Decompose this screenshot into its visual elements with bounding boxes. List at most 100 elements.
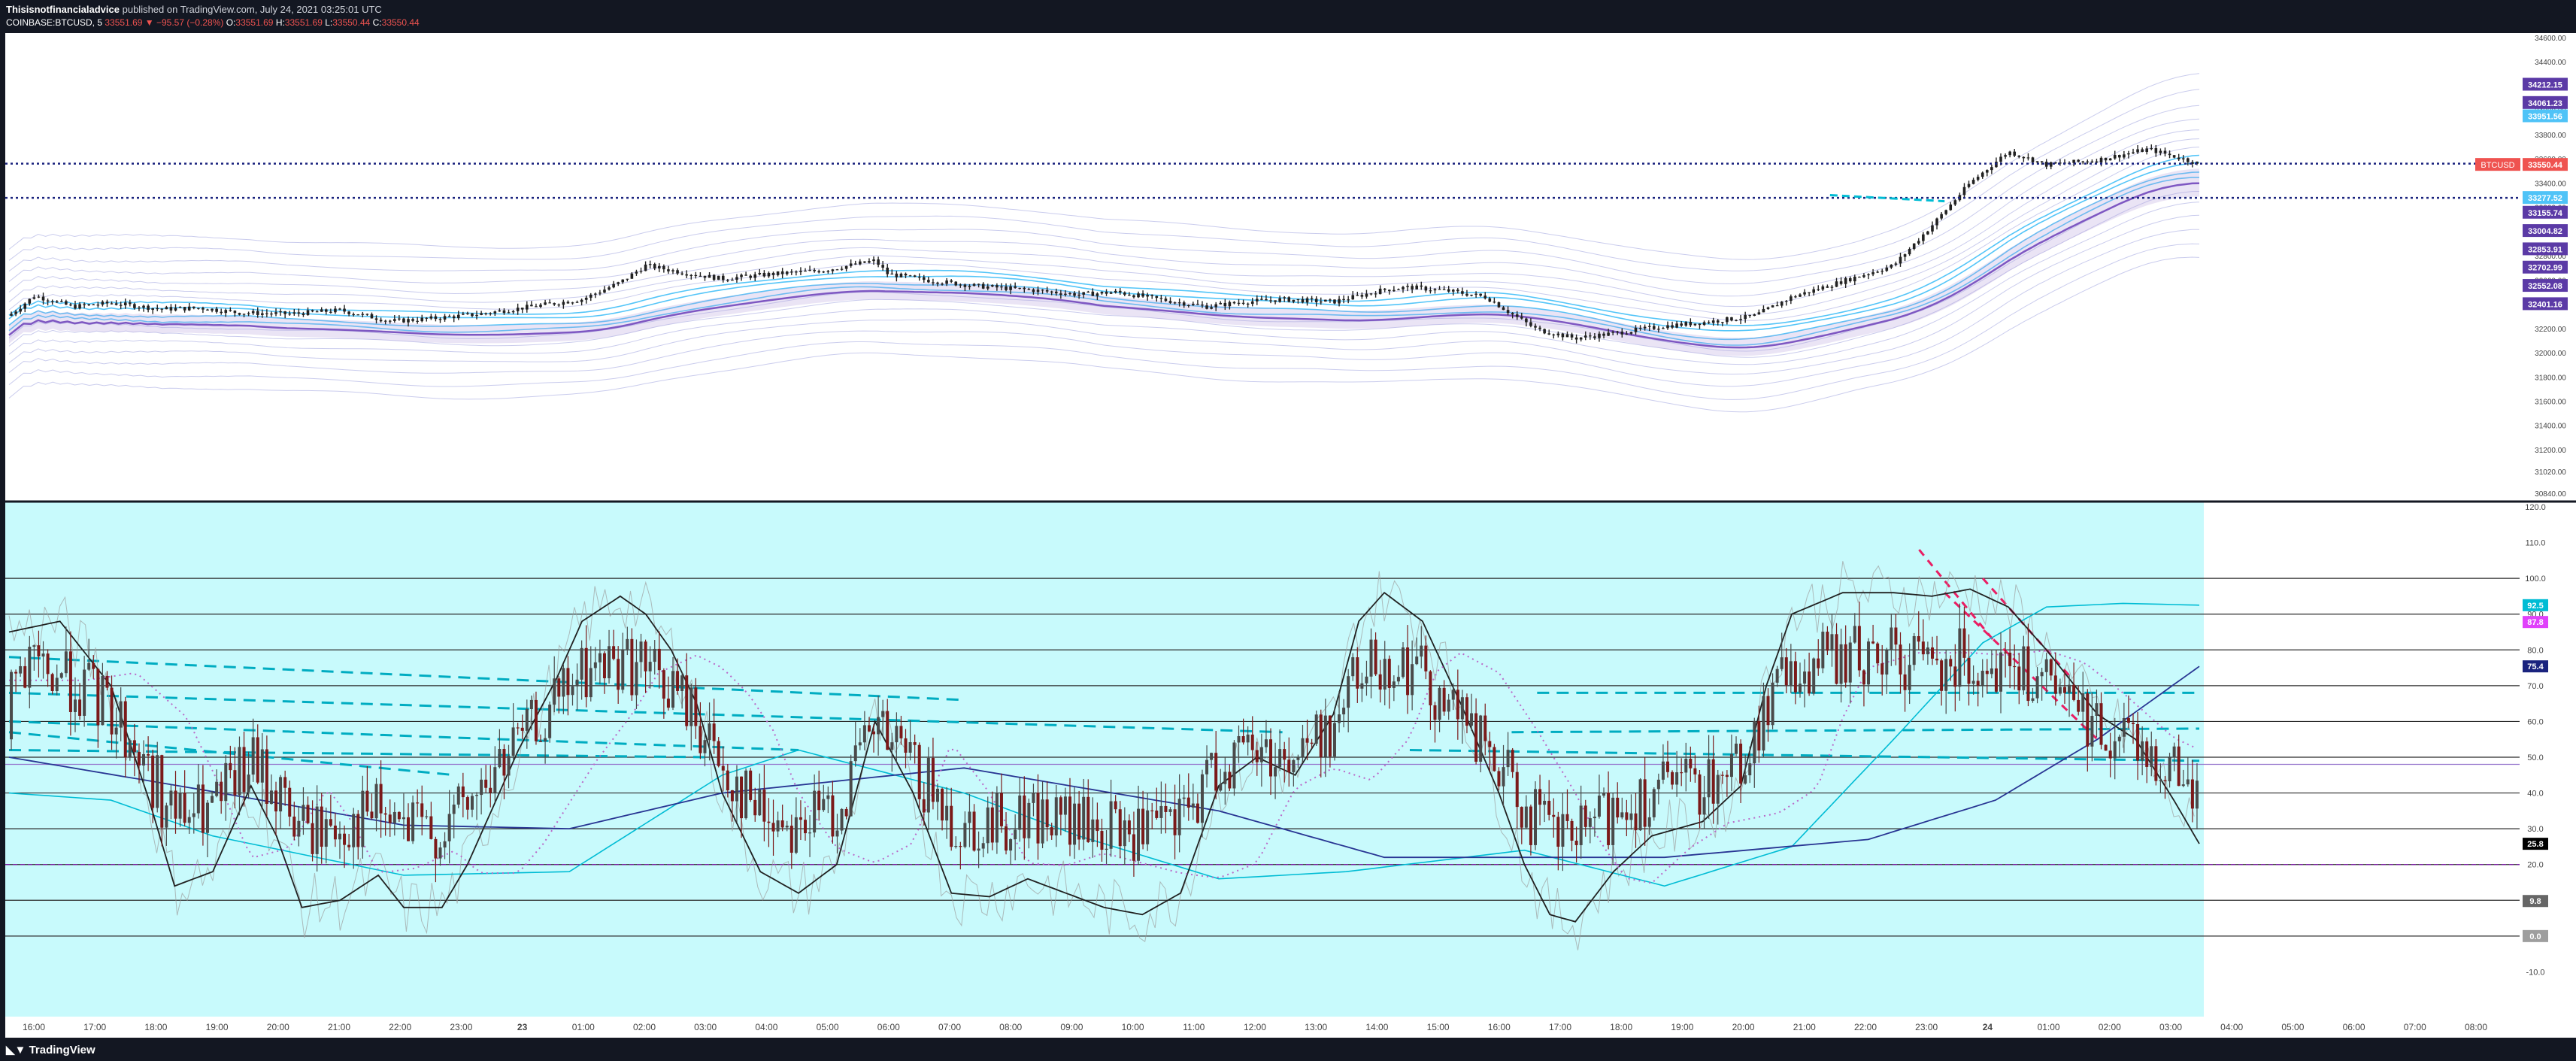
price-tick-label: 33800.00	[2535, 132, 2566, 140]
price-candle-body	[1762, 308, 1765, 313]
price-candle-body	[1219, 302, 1223, 305]
price-pane-bg[interactable]	[5, 33, 2520, 501]
osc-candle-body	[1105, 848, 1108, 850]
band-line	[8, 89, 2200, 271]
osc-candle-body	[539, 741, 543, 742]
osc-candle-body	[945, 805, 949, 821]
price-candle-body	[1515, 314, 1519, 317]
osc-candle-body	[2077, 699, 2080, 712]
price-candle-body	[626, 278, 629, 280]
time-axis[interactable]	[5, 1017, 2576, 1038]
price-candle-body	[352, 314, 355, 316]
price-candle-body	[279, 311, 282, 313]
price-candle-body	[584, 297, 588, 300]
price-candle-body	[721, 275, 725, 280]
osc-candle-body	[147, 753, 150, 756]
price-candle-body	[1812, 289, 1815, 293]
price-candle-body	[1032, 289, 1035, 293]
band-line	[8, 229, 2200, 387]
price-candle-body	[1689, 322, 1693, 326]
price-candle-body	[1274, 300, 1277, 302]
osc-candle-body	[1876, 643, 1880, 664]
price-candle-body	[74, 305, 77, 309]
osc-candle-body	[817, 790, 821, 811]
price-candle-body	[1269, 300, 1272, 302]
osc-candle-body	[1597, 796, 1601, 817]
time-tick-label: 03:00	[2159, 1022, 2182, 1032]
price-candle-body	[133, 304, 136, 308]
osc-candle-body	[950, 805, 953, 847]
osc-candle-body	[1068, 796, 1071, 845]
price-candle-body	[2141, 149, 2144, 152]
price-candle-body	[1186, 305, 1190, 306]
low-label: L:	[325, 17, 333, 28]
price-candle-body	[1324, 299, 1327, 302]
price-change: ▼ −95.57 (−0.28%)	[144, 17, 224, 28]
osc-candle-body	[803, 820, 807, 834]
price-candle-body	[881, 265, 884, 268]
price-candle-body	[443, 316, 447, 320]
osc-candle-body	[1817, 658, 1820, 668]
chart-area[interactable]: 34600.0034400.0034200.0034000.0033800.00…	[0, 33, 2576, 1038]
price-candle-body	[1744, 314, 1747, 320]
osc-candle-body	[1155, 810, 1159, 818]
price-candle-body	[1766, 307, 1770, 309]
price-candle-body	[1643, 326, 1647, 329]
right-value-badge	[2523, 242, 2568, 256]
price-candle-body	[808, 269, 811, 271]
osc-candle-body	[908, 741, 912, 753]
price-candle-body	[1064, 293, 1067, 296]
osc-candle-body	[470, 796, 474, 810]
price-candle-body	[1662, 328, 1665, 329]
price-candle-body	[1228, 302, 1232, 307]
price-candle-body	[1926, 231, 1929, 235]
osc-candle-body	[1493, 747, 1496, 771]
price-candle-body	[835, 269, 839, 271]
osc-candle-body	[288, 787, 292, 817]
osc-tick-label: 110.0	[2526, 539, 2546, 548]
osc-trendline	[1409, 748, 2200, 762]
osc-candle-body	[1451, 690, 1455, 700]
osc-candle-body	[1177, 799, 1181, 835]
band-line	[8, 177, 2199, 346]
price-candle-body	[535, 306, 538, 308]
price-candle-body	[941, 283, 944, 285]
tradingview-logo-icon[interactable]: ◣▼ TradingView	[6, 1043, 95, 1056]
osc-candle-body	[1036, 793, 1040, 844]
osc-candle-body	[507, 756, 511, 776]
osc-value-badge	[2523, 616, 2548, 629]
high-value: 33551.69	[284, 17, 323, 28]
price-candle-body	[1739, 319, 1742, 320]
price-candle-body	[904, 273, 908, 276]
symbol-label[interactable]: COINBASE:BTCUSD, 5	[6, 17, 103, 28]
price-candle-body	[1547, 333, 1551, 335]
osc-candle-body	[370, 811, 374, 819]
osc-candle-body	[452, 805, 456, 814]
author-name[interactable]: Thisisnotfinancialadvice	[6, 4, 120, 15]
price-candle-body	[1483, 296, 1487, 299]
band-line	[8, 147, 2200, 321]
price-candle-body	[1005, 286, 1008, 290]
osc-candles	[10, 602, 2199, 883]
osc-candle-body	[867, 725, 871, 732]
price-candle-body	[383, 320, 387, 322]
price-candle-body	[1671, 325, 1674, 328]
price-candle-body	[1250, 301, 1254, 305]
osc-candle-body	[114, 727, 118, 735]
osc-candle-body	[584, 647, 588, 698]
osc-candle-body	[1278, 749, 1282, 768]
osc-candle-body	[2081, 693, 2085, 712]
osc-candle-body	[1232, 742, 1236, 789]
osc-candle-body	[1301, 738, 1305, 757]
band-line	[8, 202, 2200, 365]
price-candle-body	[544, 302, 547, 305]
osc-candle-body	[972, 811, 976, 851]
osc-candle-body	[1671, 771, 1674, 785]
osc-candle-body	[872, 731, 876, 735]
price-candle-body	[1593, 336, 1596, 338]
osc-candle-body	[520, 727, 524, 731]
time-tick-label: 05:00	[817, 1022, 839, 1032]
osc-candle-body	[132, 740, 136, 752]
osc-tick-label: 100.0	[2525, 574, 2546, 584]
osc-candle-body	[844, 808, 848, 817]
